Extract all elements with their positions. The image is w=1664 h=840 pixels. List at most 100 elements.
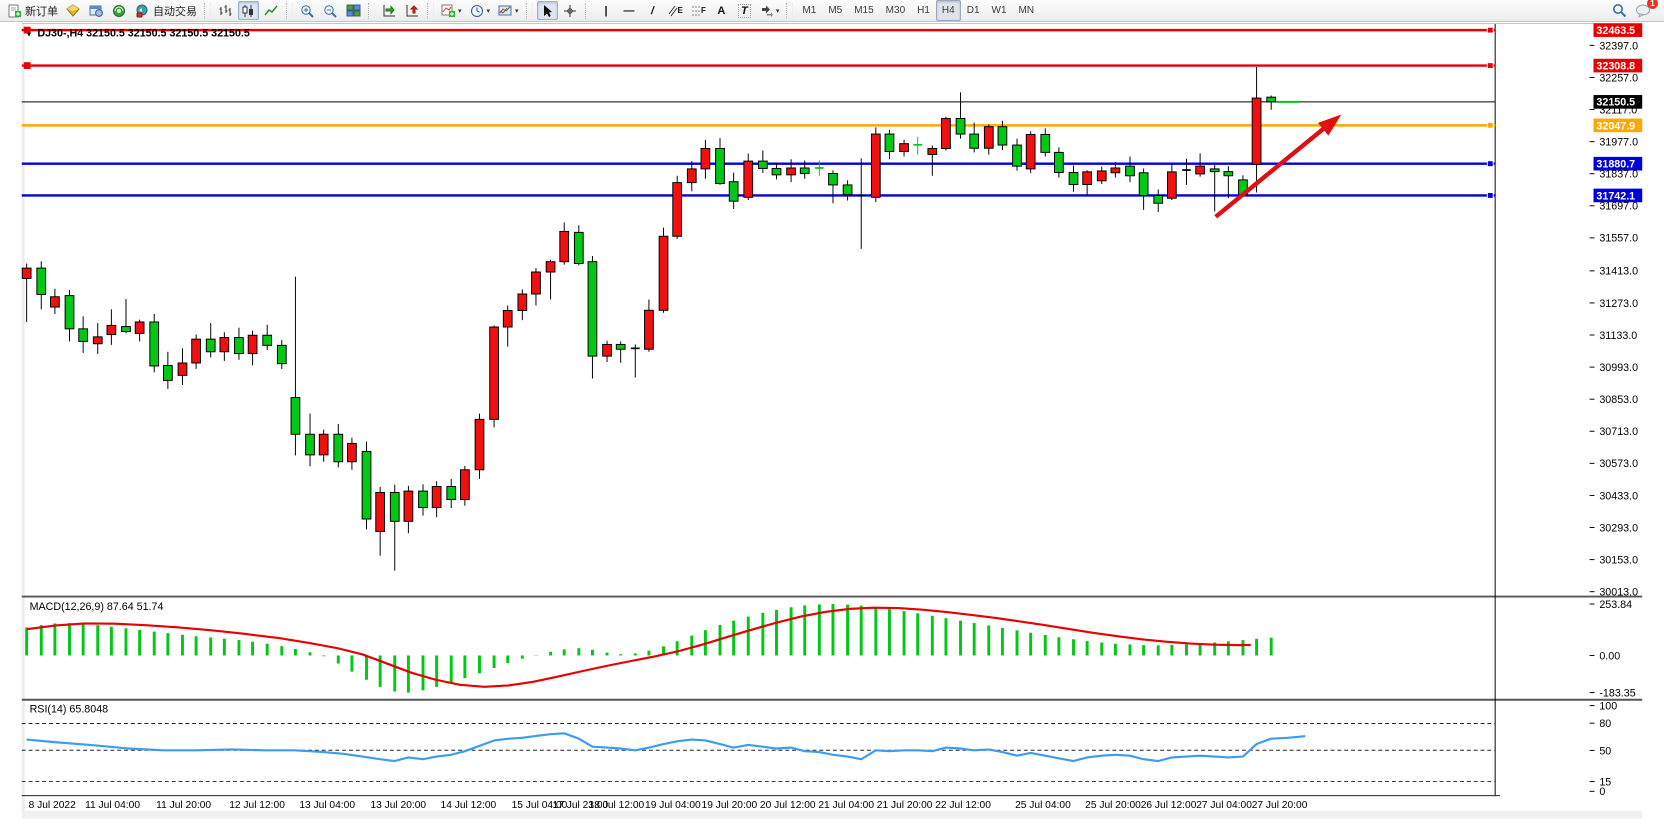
zoom-out-button[interactable] [320,1,341,20]
text-label-tool-button[interactable]: T [734,1,755,20]
zoom-in-button[interactable] [297,1,318,20]
cursor-tool-button[interactable] [536,1,558,20]
line-chart-button[interactable] [261,1,282,20]
candlestick-chart-button[interactable] [238,1,259,20]
timeframe-MN[interactable]: MN [1018,5,1035,16]
candle-body [1209,168,1220,173]
candle [64,289,75,342]
timeframe-M30[interactable]: M30 [885,5,906,16]
candle-body [305,433,315,456]
candle-body [545,261,556,273]
time-axis-label[interactable]: 25 Jul 04:00 [1015,800,1071,811]
candle [983,124,994,155]
time-axis-label[interactable]: 27 Jul 20:00 [1252,800,1308,811]
text-tool-button[interactable]: A [711,1,732,20]
time-axis-label[interactable]: 26 Jul 12:00 [1141,800,1197,811]
cursor-icon [543,4,552,17]
timeframe-H1[interactable]: H1 [917,5,930,16]
bar-chart-button[interactable] [215,1,236,20]
candle [389,484,400,571]
candle [786,159,796,183]
price-line-label-box [1593,95,1643,109]
time-axis-label[interactable]: 11 Jul 20:00 [156,800,211,811]
hline-right-handle[interactable] [1486,121,1494,129]
timeframe-D1[interactable]: D1 [966,5,980,16]
time-axis-label[interactable]: 14 Jul 12:00 [441,800,497,811]
time-axis-label[interactable]: 17 Jul 23:00 [553,800,609,811]
time-axis-label[interactable]: 13 Jul 20:00 [370,800,426,811]
notifications-button[interactable]: 1 [1632,0,1658,20]
symbol-dropdown-arrow[interactable]: ▼ [26,32,33,39]
time-axis-label[interactable]: 27 Jul 04:00 [1196,800,1252,811]
candle-body [50,296,60,308]
new-order-button[interactable]: 新订单 [5,1,61,20]
annotation-arrow-shaft[interactable] [1214,119,1334,219]
data-window-button[interactable] [109,1,130,20]
time-axis-label[interactable]: 19 Jul 20:00 [702,800,758,811]
time-axis-label[interactable]: 22 Jul 12:00 [935,800,991,811]
time-axis-label[interactable]: 25 Jul 20:00 [1085,800,1141,811]
arrows-tool-button[interactable]: ▾ [757,1,783,20]
toolbar-grip [584,2,592,19]
hline-right-handle[interactable] [1486,26,1494,34]
hline-right-handle[interactable] [1486,192,1494,199]
trendline-tool-button[interactable]: / [642,1,663,20]
horizontal-line-tool-button[interactable]: — [619,1,640,20]
equidistant-channel-tool-button[interactable]: E [665,1,686,20]
hline-right-handle[interactable] [1486,160,1494,168]
time-axis-label[interactable]: 11 Jul 04:00 [85,800,140,811]
candle-body [205,338,216,353]
candle [78,316,89,353]
candle-body [162,365,173,381]
fibonacci-tool-button[interactable]: F [688,1,709,20]
candle [92,323,103,355]
candle-body [1012,144,1022,167]
candle [884,129,895,160]
candle-body [290,397,301,435]
chart-shift-button[interactable] [402,1,423,20]
candle-body [955,117,966,135]
time-axis-label[interactable]: 18 Jul 12:00 [589,800,645,811]
candle [50,288,60,314]
candle-body [106,324,117,336]
time-axis-label[interactable]: 15 Jul 04:00 [512,800,568,811]
candle [927,145,938,176]
price-tick-label: 31133.0 [1599,330,1637,342]
time-axis-label[interactable]: 20 Jul 12:00 [760,800,816,811]
candle-body [799,167,810,174]
time-axis-label[interactable]: 21 Jul 20:00 [877,800,933,811]
timeframe-M15[interactable]: M15 [854,5,874,16]
profiles-button[interactable] [86,1,107,20]
autotrading-button[interactable]: 自动交易 [132,1,200,20]
search-button[interactable] [1609,1,1630,20]
vertical-line-tool-button[interactable]: | [596,1,617,20]
time-axis-label[interactable]: 21 Jul 04:00 [818,800,874,811]
time-axis-label[interactable]: 12 Jul 12:00 [229,800,285,811]
chart-title: DJ30-,H4 32150.5 32150.5 32150.5 32150.5 [37,28,250,40]
periods-button[interactable]: ▾ [467,1,494,20]
auto-scroll-button[interactable] [379,1,400,20]
timeframe-W1[interactable]: W1 [991,5,1007,16]
candle [121,299,131,334]
toolbar-grip [204,2,211,19]
timeframe-M5[interactable]: M5 [828,5,843,16]
fibo-lines-icon [691,6,700,15]
timeframe-M1[interactable]: M1 [802,5,817,16]
templates-button[interactable]: ▾ [495,1,522,20]
candle-body [1195,165,1205,175]
tile-windows-button[interactable] [343,1,364,20]
timeframe-H4[interactable]: H4 [935,0,961,21]
annotation-arrow-head[interactable] [1317,114,1342,136]
hline-left-handle[interactable] [23,26,31,34]
time-axis-label[interactable]: 13 Jul 04:00 [299,800,355,811]
price-tick-label: 30153.0 [1599,554,1638,566]
crosshair-tool-button[interactable] [560,1,581,20]
hline-right-handle[interactable] [1486,62,1494,69]
time-axis-label[interactable]: 19 Jul 04:00 [645,800,701,811]
hline-left-handle[interactable] [23,62,31,69]
new-chart-button[interactable] [63,1,84,20]
time-axis-label[interactable]: 8 Jul 2022 [29,800,76,811]
candle-body [262,334,273,346]
fibo-f-icon: F [700,6,706,15]
indicators-button[interactable]: ▾ [438,1,465,20]
